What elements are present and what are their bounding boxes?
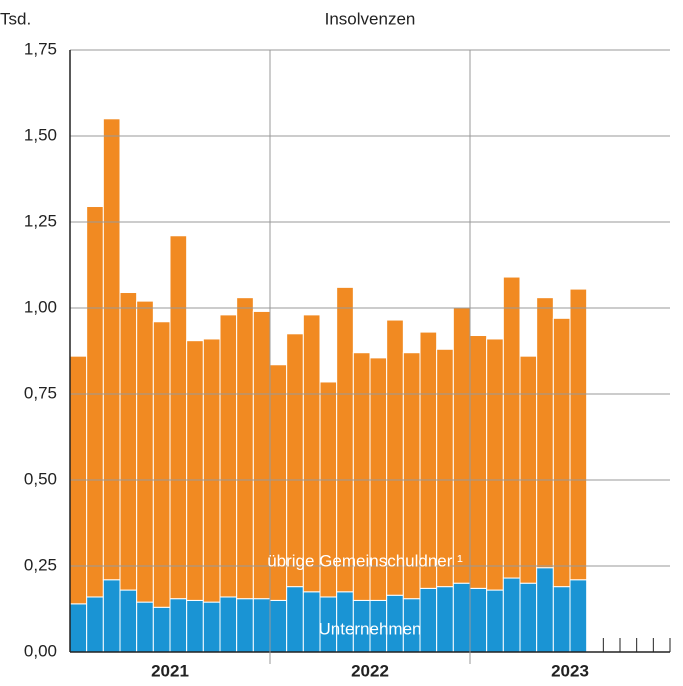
bar-segment [152,606,171,653]
bar-segment [219,314,238,598]
y-axis-label: Tsd. [0,9,31,28]
bar-segment [186,599,204,653]
year-label: 2021 [151,661,189,680]
y-tick-label: 1,25 [24,211,57,230]
year-label: 2022 [351,661,389,680]
y-tick-label: 1,00 [24,297,57,316]
y-tick-label: 0,25 [24,555,57,574]
bar-segment [236,598,254,653]
bar-segment [202,601,221,653]
bar-segment [169,235,188,600]
bar-segment [302,314,321,593]
bar-segment [552,586,571,653]
bar-segment [269,599,288,653]
year-label: 2023 [551,661,589,680]
series-label: Unternehmen [318,619,421,638]
bar-segment [486,589,504,653]
bar-segment [536,297,554,569]
bar-segment [152,321,171,608]
bar-segment [102,118,121,581]
bar-segment [86,206,104,598]
bar-segment [419,331,438,589]
bar-segment [202,338,221,603]
bar-segment [419,587,438,653]
y-tick-label: 1,75 [24,39,57,58]
bar-segment [452,307,471,584]
bar-segment [552,317,571,588]
y-tick-label: 0,00 [24,641,57,660]
bar-segment [569,288,588,581]
bar-segment [336,286,354,593]
y-tick-label: 0,50 [24,469,57,488]
bar-segment [119,292,138,591]
bar-segment [519,355,538,584]
bar-segment [469,587,488,653]
bar-segment [102,579,121,653]
bar-segment [186,340,204,601]
bar-segment [436,586,454,653]
bar-segment [236,297,254,600]
bar-segment [136,601,154,653]
bar-segment [136,300,154,603]
bar-segment [469,335,488,589]
bar-segment [286,333,304,588]
bar-segment [452,582,471,653]
bar-segment [486,338,504,591]
bar-segment [169,598,188,653]
bar-segment [569,579,588,653]
bar-segment [286,586,304,653]
bar-segment [86,596,104,653]
bar-segment [519,582,538,653]
y-tick-label: 1,50 [24,125,57,144]
chart-title: Insolvenzen [325,9,416,28]
bar-segment [502,276,521,579]
bar-segment [69,603,88,653]
bar-segment [502,577,521,653]
bar-segment [536,567,554,653]
bar-segment [252,598,271,653]
bar-segment [219,596,238,653]
bar-segment [119,589,138,653]
series-label: übrige Gemeinschuldner ¹ [267,551,463,570]
y-tick-label: 0,75 [24,383,57,402]
